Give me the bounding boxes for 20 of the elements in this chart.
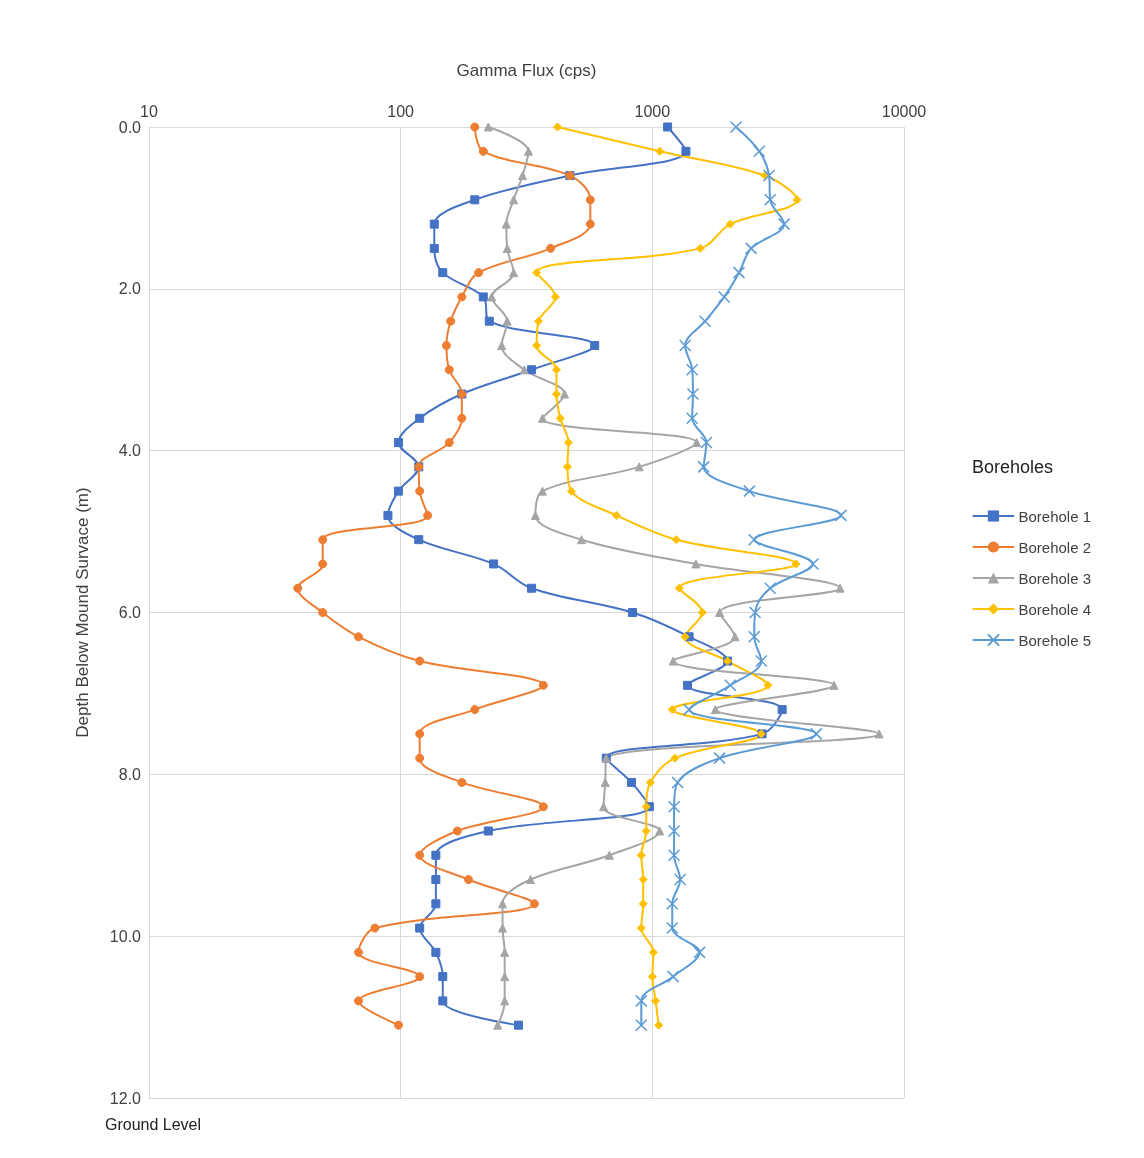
legend-label: Borehole 1 <box>1018 507 1092 525</box>
text: Ground Level <box>105 1115 202 1133</box>
x-tick-label: 10 <box>140 102 158 120</box>
y-tick-label: 4.0 <box>118 442 142 460</box>
y-axis-title: Depth Below Mound Survace (m) <box>73 487 92 738</box>
x-tick-label: 100 <box>387 102 415 120</box>
y-tick-label: 8.0 <box>118 765 142 783</box>
legend-label: Borehole 5 <box>1018 631 1092 649</box>
legend-label: Borehole 3 <box>1018 569 1092 587</box>
legend-title: Boreholes <box>971 457 1054 477</box>
x-tick-label: 1000 <box>634 102 671 120</box>
y-tick-label: 0.0 <box>118 118 142 136</box>
legend-label: Borehole 4 <box>1018 600 1092 618</box>
legend-label: Borehole 2 <box>1018 538 1092 556</box>
y-tick-label: 6.0 <box>118 604 142 621</box>
y-tick-label: 2.0 <box>118 280 142 298</box>
y-tick-label: 12.0 <box>109 1089 142 1107</box>
x-tick-label: 10000 <box>881 102 927 120</box>
x-axis-title: Gamma Flux (cps) <box>456 61 597 80</box>
y-tick-label: 10.0 <box>109 927 142 945</box>
